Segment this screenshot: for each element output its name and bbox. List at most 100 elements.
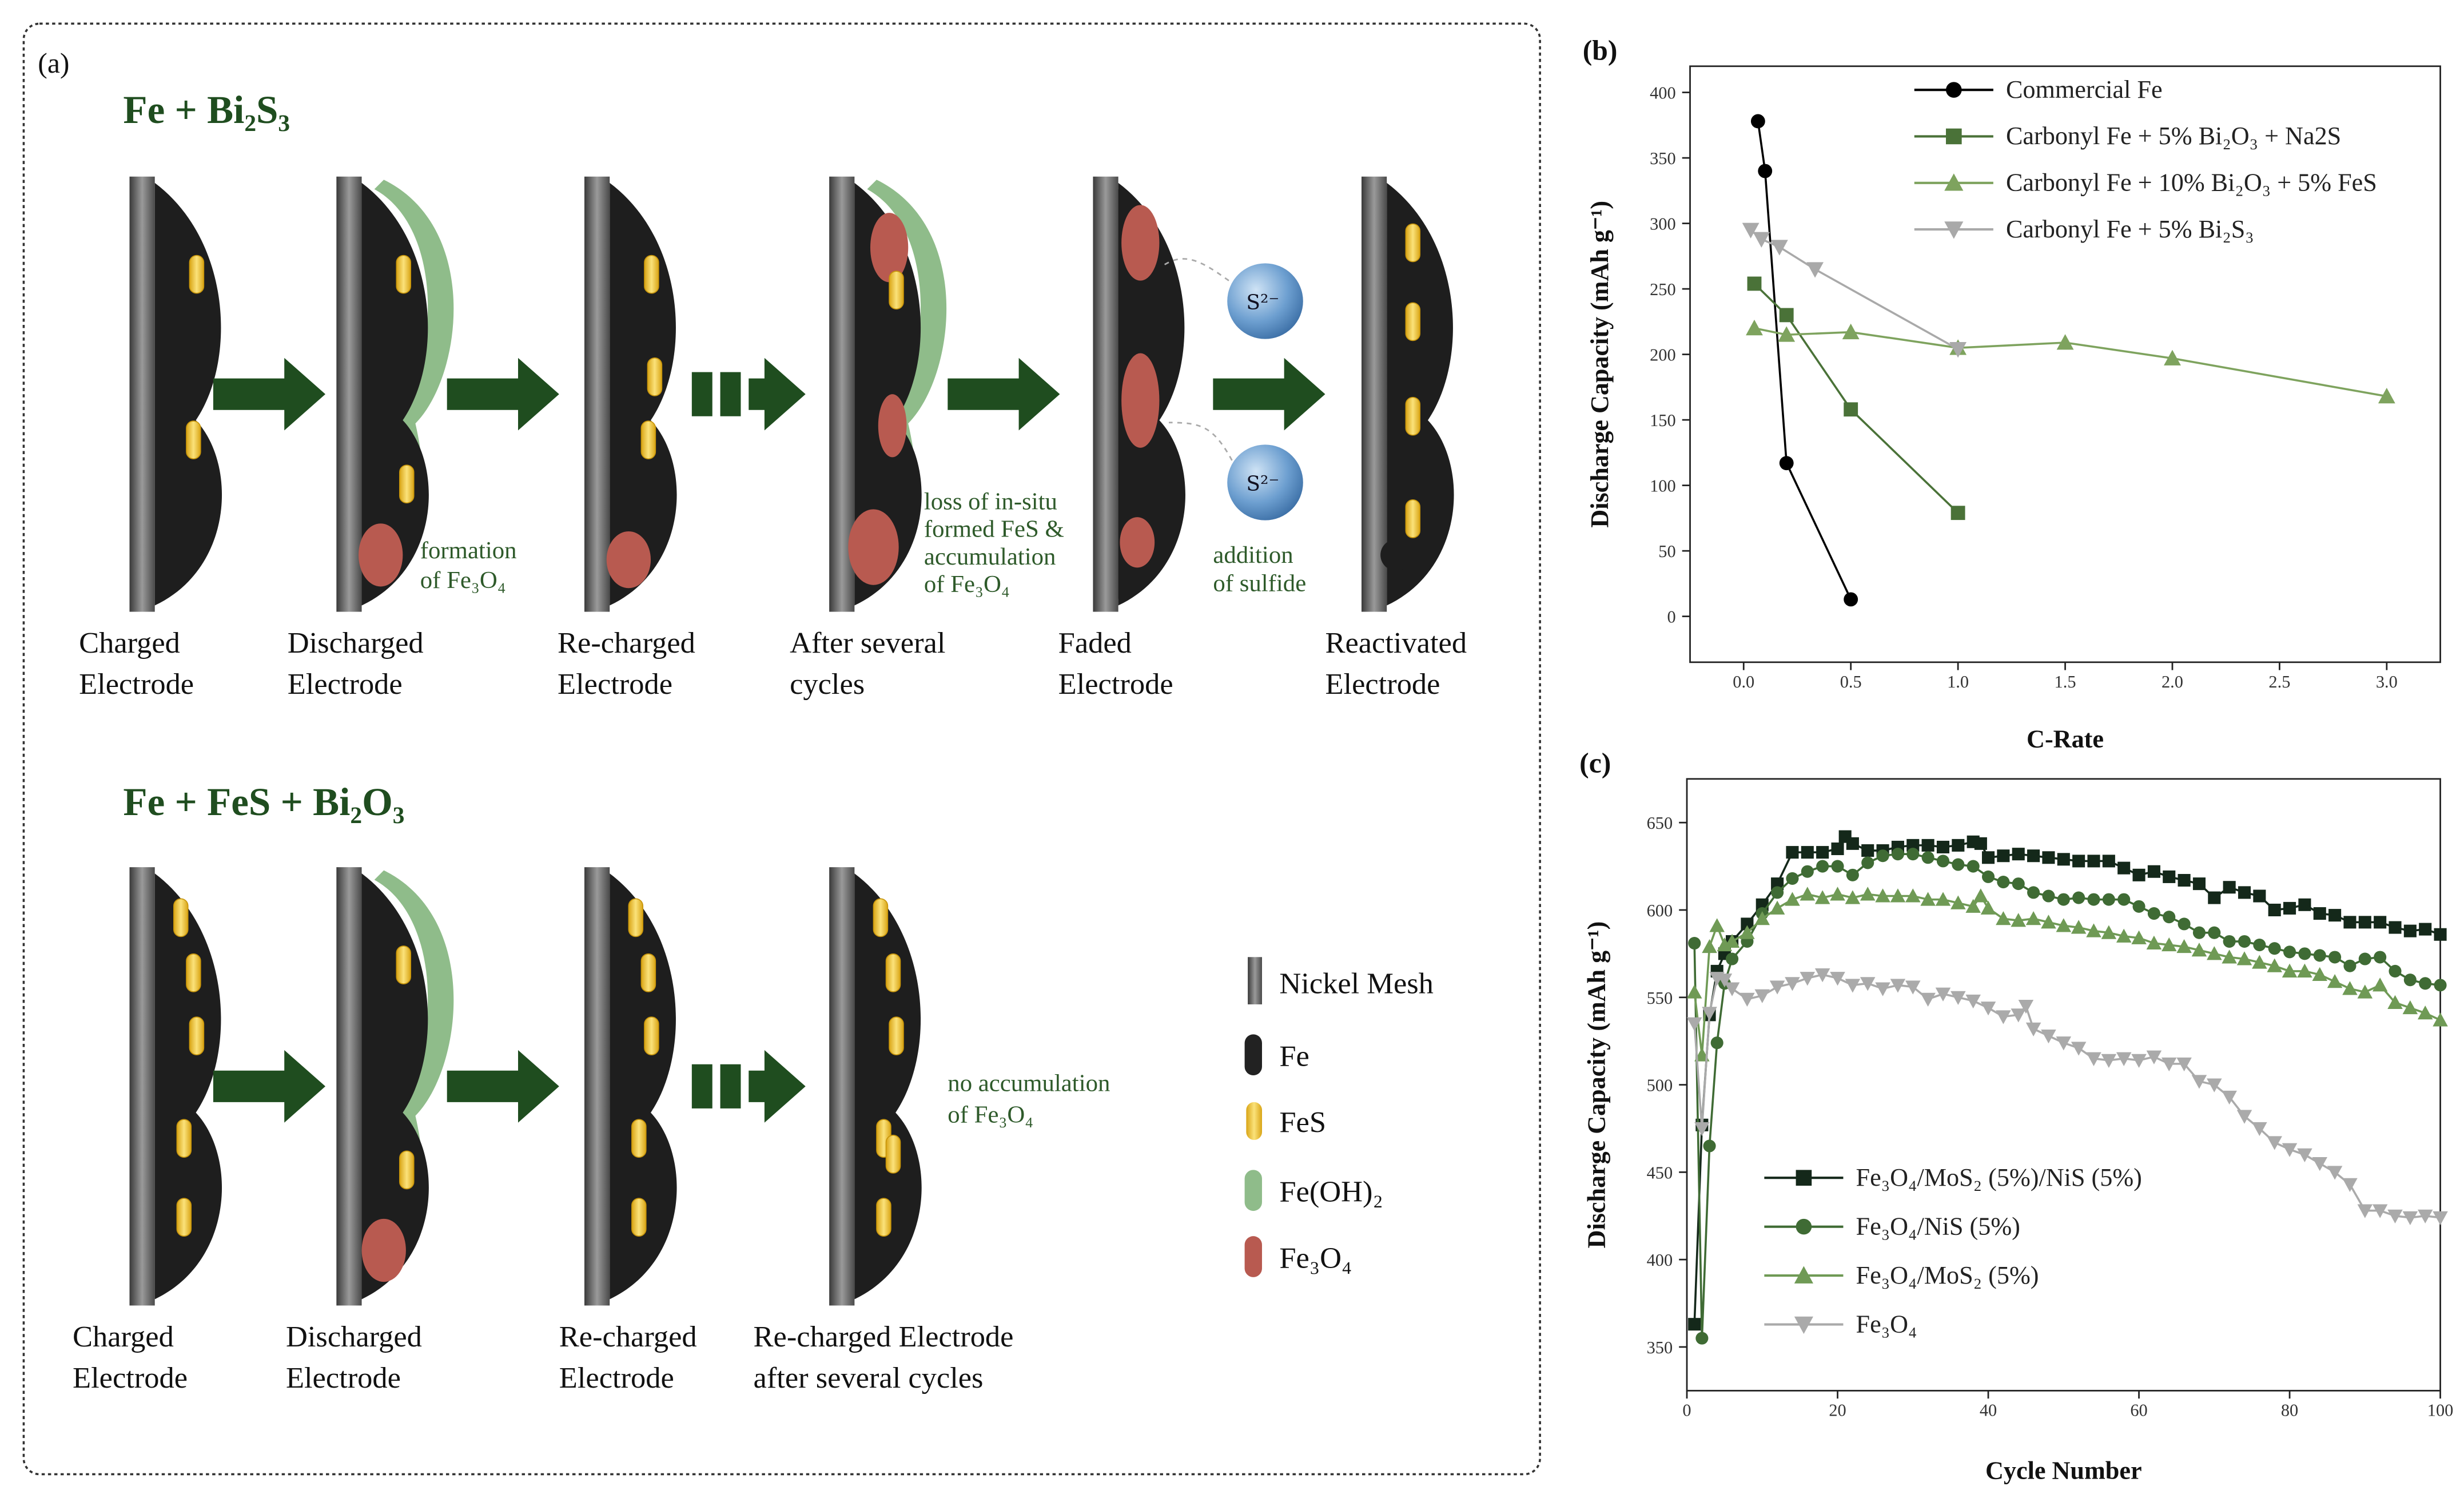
plot-area xyxy=(1689,65,2441,663)
data-point xyxy=(2178,917,2191,931)
data-point xyxy=(2267,1136,2282,1150)
series-3: Fe₃O₄ xyxy=(1686,968,2448,1338)
data-point xyxy=(1890,888,1906,903)
data-point xyxy=(1786,846,1799,859)
data-point xyxy=(2101,1054,2117,1068)
panel-label: (b) xyxy=(1583,35,1618,66)
data-point xyxy=(2327,1166,2343,1180)
data-point xyxy=(1800,887,1816,901)
data-point xyxy=(2192,926,2206,939)
data-point xyxy=(2086,1052,2101,1066)
data-point xyxy=(1844,402,1858,417)
electrode-label: cycles xyxy=(790,667,865,701)
data-point xyxy=(2116,928,2132,943)
fes-particle xyxy=(173,898,189,937)
electrode-label: Faded xyxy=(1058,626,1132,659)
electrode-label: Electrode xyxy=(73,1361,188,1394)
data-point xyxy=(2163,870,2176,883)
data-point xyxy=(2056,1036,2072,1051)
fes-particle xyxy=(628,898,644,937)
annotation-loss: formed FeS & xyxy=(924,516,1064,543)
nickel-mesh xyxy=(584,867,610,1306)
data-point xyxy=(2357,984,2373,999)
data-point xyxy=(2132,900,2145,913)
data-point xyxy=(1952,858,1965,871)
fe-particle xyxy=(610,873,677,1300)
data-point xyxy=(1876,849,1889,863)
electrode-label: Electrode xyxy=(286,1361,401,1394)
data-point xyxy=(1779,308,1794,323)
fes-particle xyxy=(396,945,411,984)
electrode-label: Electrode xyxy=(79,667,194,701)
data-point xyxy=(2042,851,2055,864)
data-point xyxy=(2252,1122,2267,1137)
fe3o4-particle xyxy=(870,213,909,283)
series-0: Commercial Fe xyxy=(1750,76,2163,607)
y-tick-label: 500 xyxy=(1647,1076,1673,1095)
data-point xyxy=(2207,946,2222,960)
legend-label: Carbonyl Fe + 5% Bi₂O₃ + Na2S xyxy=(2006,122,2341,150)
data-point xyxy=(1944,221,1964,239)
data-point xyxy=(2387,1209,2403,1223)
fe-particle xyxy=(1380,539,1412,571)
data-point xyxy=(1694,1122,1710,1137)
nickel-mesh xyxy=(336,176,362,612)
x-tick-label: 60 xyxy=(2130,1400,2147,1420)
y-tick-label: 450 xyxy=(1647,1163,1673,1182)
data-point xyxy=(1742,222,1760,239)
legend-swatch xyxy=(1244,1170,1262,1211)
fes-particle xyxy=(876,1198,891,1237)
data-point xyxy=(1997,849,2010,863)
x-tick-label: 3.0 xyxy=(2376,672,2398,692)
fes-particle xyxy=(396,255,411,294)
electrode-1 xyxy=(129,176,222,612)
data-point xyxy=(1875,982,1890,996)
data-point xyxy=(2027,849,2040,863)
data-point xyxy=(2297,963,2312,978)
data-point xyxy=(1846,837,1859,850)
data-point xyxy=(2357,1204,2373,1218)
data-point xyxy=(2071,920,2087,934)
data-point xyxy=(1906,839,1920,852)
data-point xyxy=(1950,895,1966,909)
fe3o4-particle xyxy=(1120,517,1155,568)
fes-particle xyxy=(1405,223,1421,263)
fe-particle xyxy=(610,182,677,606)
data-point xyxy=(2343,959,2356,972)
data-point xyxy=(2161,1057,2177,1072)
data-point xyxy=(2312,1157,2328,1171)
row2-electrode-3 xyxy=(584,867,677,1306)
electrode-label: after several cycles xyxy=(754,1361,984,1394)
data-point xyxy=(1785,892,1800,906)
series-1: Carbonyl Fe + 5% Bi₂O₃ + Na2S xyxy=(1747,122,2341,520)
data-point xyxy=(1739,925,1755,939)
data-point xyxy=(2374,951,2387,964)
sulfide-ion-label: S²⁻ xyxy=(1246,472,1279,495)
process-arrow-icon xyxy=(948,357,1060,431)
data-point xyxy=(2252,955,2267,969)
fe3o4-particle xyxy=(1121,205,1160,281)
electrode-5 xyxy=(1093,176,1185,612)
data-point xyxy=(2343,916,2356,929)
data-point xyxy=(2403,974,2417,987)
ellipsis-bar xyxy=(691,372,712,416)
data-point xyxy=(1688,1318,1701,1331)
annotation-formation: of Fe₃O₄ xyxy=(420,567,506,594)
data-point xyxy=(2163,911,2176,924)
y-tick-label: 250 xyxy=(1650,280,1676,299)
data-point xyxy=(1973,888,1989,903)
data-point xyxy=(1726,952,1739,965)
data-point xyxy=(2018,1000,2034,1014)
data-point xyxy=(2433,1012,2448,1027)
panel-a: (a) Fe + Bi₂S₃ Fe + FeS + Bi₂O₃ S²⁻ S²⁻ Charg… xyxy=(38,47,1467,1394)
legend-label: FeS xyxy=(1279,1106,1326,1139)
data-point xyxy=(2147,865,2160,878)
data-point xyxy=(1758,164,1773,178)
fe-particle xyxy=(1387,182,1454,606)
data-point xyxy=(2041,915,2056,929)
data-point xyxy=(2072,855,2085,868)
data-point xyxy=(2207,1078,2222,1092)
data-point xyxy=(1936,855,1950,868)
data-point xyxy=(1709,918,1725,932)
electrode-label: Electrode xyxy=(1058,667,1173,701)
